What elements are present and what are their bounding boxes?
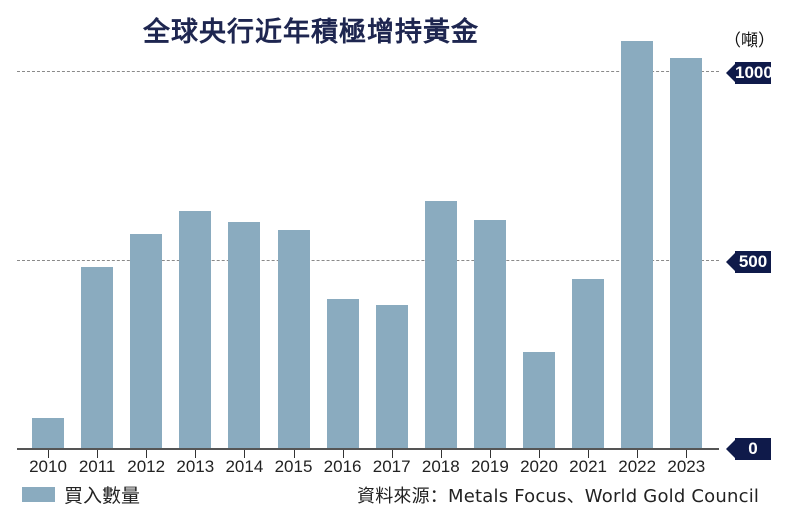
x-tick-label: 2019: [470, 457, 509, 476]
x-tick: [391, 450, 393, 458]
x-axis-line: [17, 448, 719, 450]
y-tick-0: 0: [726, 438, 771, 460]
x-tick: [244, 450, 246, 458]
x-tick-label: 2010: [29, 457, 67, 476]
x-tick: [342, 450, 344, 458]
x-tick-label: 2017: [372, 457, 411, 476]
x-tick-label: 2014: [225, 457, 264, 476]
gridline-1000: [17, 71, 719, 72]
x-tick-label: 2021: [569, 457, 607, 476]
bar-2022: [621, 40, 654, 448]
bar-2016: [326, 299, 359, 448]
bar-2017: [375, 305, 408, 448]
x-tick: [97, 450, 99, 458]
x-tick: [440, 450, 442, 458]
x-tick: [195, 450, 197, 458]
bar-2012: [130, 233, 163, 448]
bar-2011: [81, 266, 114, 448]
legend-swatch: [22, 487, 55, 502]
bar-2020: [523, 351, 555, 448]
x-tick-label: 2018: [421, 457, 460, 476]
y-tick-500: 500: [726, 251, 771, 273]
x-tick-label: 2023: [667, 457, 706, 476]
x-tick: [588, 450, 590, 458]
x-tick-label: 2012: [127, 457, 166, 476]
bar-2015: [277, 229, 310, 448]
bar-2023: [670, 57, 703, 448]
bar-2014: [228, 221, 261, 448]
x-tick-label: 2015: [274, 457, 313, 476]
y-tick-1000: 1000: [726, 62, 773, 84]
x-tick-label: 2013: [176, 457, 215, 476]
gridline-500: [17, 260, 719, 261]
x-tick-label: 2016: [323, 457, 362, 476]
plot-area: 2010 2011 2012 2013 2014 2015 2016 2017 2018 2019…: [17, 0, 719, 476]
source-note: 資料來源：Metals Focus、World Gold Council: [357, 486, 760, 507]
legend-label: 買入數量: [64, 485, 141, 507]
unit-label: （噸）: [724, 31, 775, 51]
chart-title: 全球央行近年積極增持黃金: [143, 17, 479, 48]
x-tick-label: 2020: [520, 457, 558, 476]
x-tick: [686, 450, 688, 458]
bar-2021: [572, 278, 605, 448]
bar-2013: [179, 211, 212, 448]
x-tick: [293, 450, 295, 458]
bar-2010: [32, 418, 64, 448]
x-tick-label: 2011: [78, 457, 116, 476]
x-tick-label: 2022: [618, 457, 657, 476]
x-tick: [539, 450, 540, 458]
x-tick: [489, 450, 491, 458]
x-tick: [146, 450, 148, 458]
x-tick: [48, 450, 49, 458]
x-tick: [637, 450, 639, 458]
bar-2019: [473, 220, 506, 448]
bar-2018: [424, 201, 457, 448]
